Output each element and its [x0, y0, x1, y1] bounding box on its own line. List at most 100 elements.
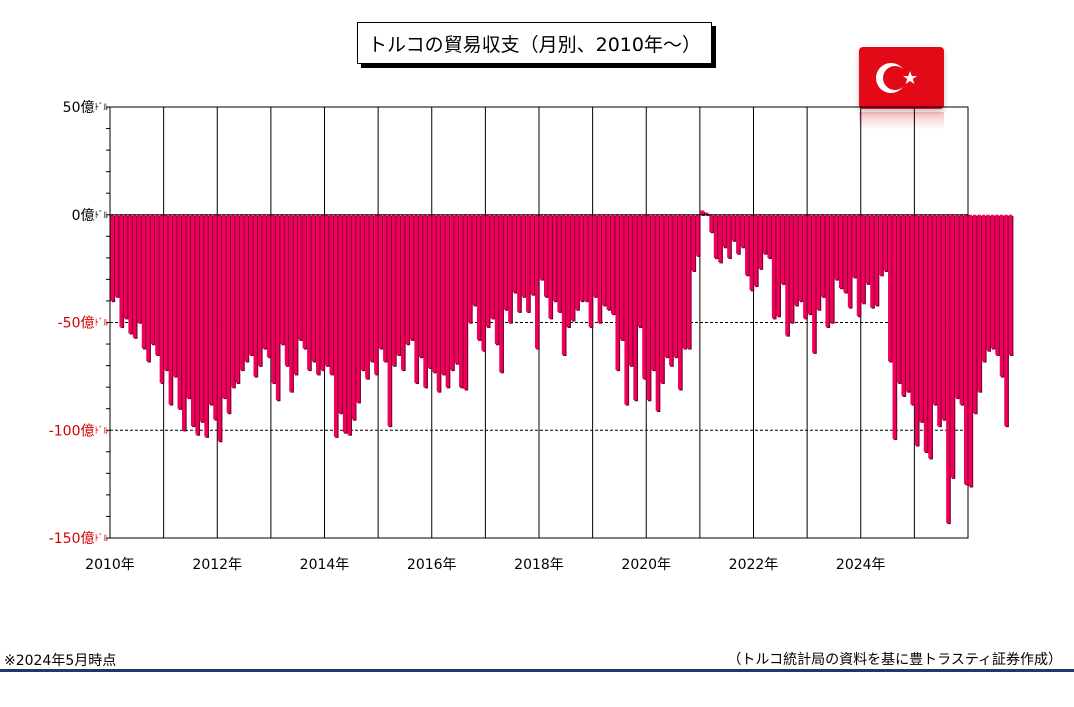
y-tick-label: -50億ﾄﾞﾙ — [58, 316, 109, 332]
bar — [494, 214, 499, 345]
bar — [387, 214, 392, 426]
bar — [320, 214, 325, 370]
bar — [932, 214, 937, 405]
bar — [678, 214, 682, 390]
flag-reflection — [859, 112, 944, 130]
bar — [181, 214, 186, 431]
x-tick-label: 2020年 — [621, 557, 671, 573]
bar — [999, 214, 1004, 377]
bar — [137, 214, 141, 323]
bar — [141, 214, 146, 349]
bar — [588, 214, 593, 327]
bar — [896, 214, 901, 383]
bar — [722, 214, 727, 248]
bar — [199, 214, 204, 422]
bar — [946, 214, 950, 523]
bar — [186, 214, 190, 398]
bar — [928, 214, 932, 459]
x-tick-label: 2010年 — [85, 557, 135, 573]
bar — [633, 214, 637, 401]
bar — [794, 214, 798, 306]
bar — [235, 214, 240, 383]
bar — [709, 214, 713, 232]
bar — [691, 214, 695, 271]
bar — [888, 214, 892, 362]
bar — [628, 214, 633, 366]
bar — [847, 214, 852, 308]
bar — [548, 214, 552, 319]
bar — [517, 214, 521, 312]
bar — [204, 214, 208, 437]
bar — [177, 214, 182, 409]
bar — [865, 214, 870, 284]
bar — [392, 214, 396, 366]
bar — [1004, 214, 1008, 426]
bar — [400, 214, 405, 370]
bar — [226, 214, 231, 414]
bar — [114, 214, 119, 297]
bar — [941, 214, 946, 420]
bar — [655, 214, 660, 411]
bar — [825, 214, 829, 327]
bar — [396, 214, 400, 355]
bar — [436, 214, 441, 392]
bar — [150, 214, 155, 345]
bar — [173, 214, 177, 377]
bar — [780, 214, 785, 284]
bar — [767, 214, 771, 258]
bar — [816, 214, 821, 310]
bar — [190, 214, 195, 426]
bar — [481, 214, 485, 351]
bar — [253, 214, 257, 377]
bar — [593, 214, 597, 297]
bar — [995, 214, 999, 355]
bar — [423, 214, 427, 388]
bar — [485, 214, 490, 327]
bar — [441, 214, 445, 375]
x-tick-label: 2024年 — [836, 557, 886, 573]
bar — [856, 214, 861, 317]
bar — [266, 214, 271, 357]
bar — [450, 214, 454, 370]
bar — [414, 214, 418, 383]
bar — [561, 214, 566, 355]
bar — [543, 214, 548, 297]
bar — [530, 214, 535, 295]
bar — [427, 214, 432, 368]
bar — [369, 214, 374, 362]
bar — [333, 214, 338, 437]
bar — [298, 214, 302, 340]
footnote-source: （トルコ統計局の資料を基に豊トラスティ証券作成） — [727, 652, 1062, 668]
y-tick-label: 0億ﾄﾞﾙ — [72, 208, 109, 224]
bar — [901, 214, 905, 396]
bar — [843, 214, 847, 293]
bar — [123, 214, 128, 319]
bar — [338, 214, 342, 414]
bar — [700, 210, 704, 215]
bar — [619, 214, 624, 340]
bar — [923, 214, 928, 452]
x-tick-label: 2012年 — [192, 557, 242, 573]
bar — [213, 214, 217, 420]
bar — [704, 212, 709, 215]
bar — [539, 214, 543, 280]
bar — [521, 214, 526, 297]
bar — [351, 214, 356, 420]
bar — [624, 214, 628, 405]
bar — [959, 214, 964, 405]
bar — [964, 214, 968, 485]
bar — [579, 214, 584, 301]
turkey-flag-emblem-icon — [876, 63, 917, 93]
bar — [776, 214, 780, 317]
bar — [955, 214, 959, 398]
bar — [812, 214, 816, 353]
chart-title: トルコの貿易収支（月別、2010年～） — [357, 22, 712, 64]
bar — [870, 214, 874, 308]
bar — [615, 214, 619, 370]
bar — [526, 214, 530, 312]
bar — [883, 214, 888, 271]
bar — [249, 214, 253, 355]
bar — [785, 214, 789, 336]
bar — [642, 214, 646, 379]
bar — [977, 214, 981, 392]
